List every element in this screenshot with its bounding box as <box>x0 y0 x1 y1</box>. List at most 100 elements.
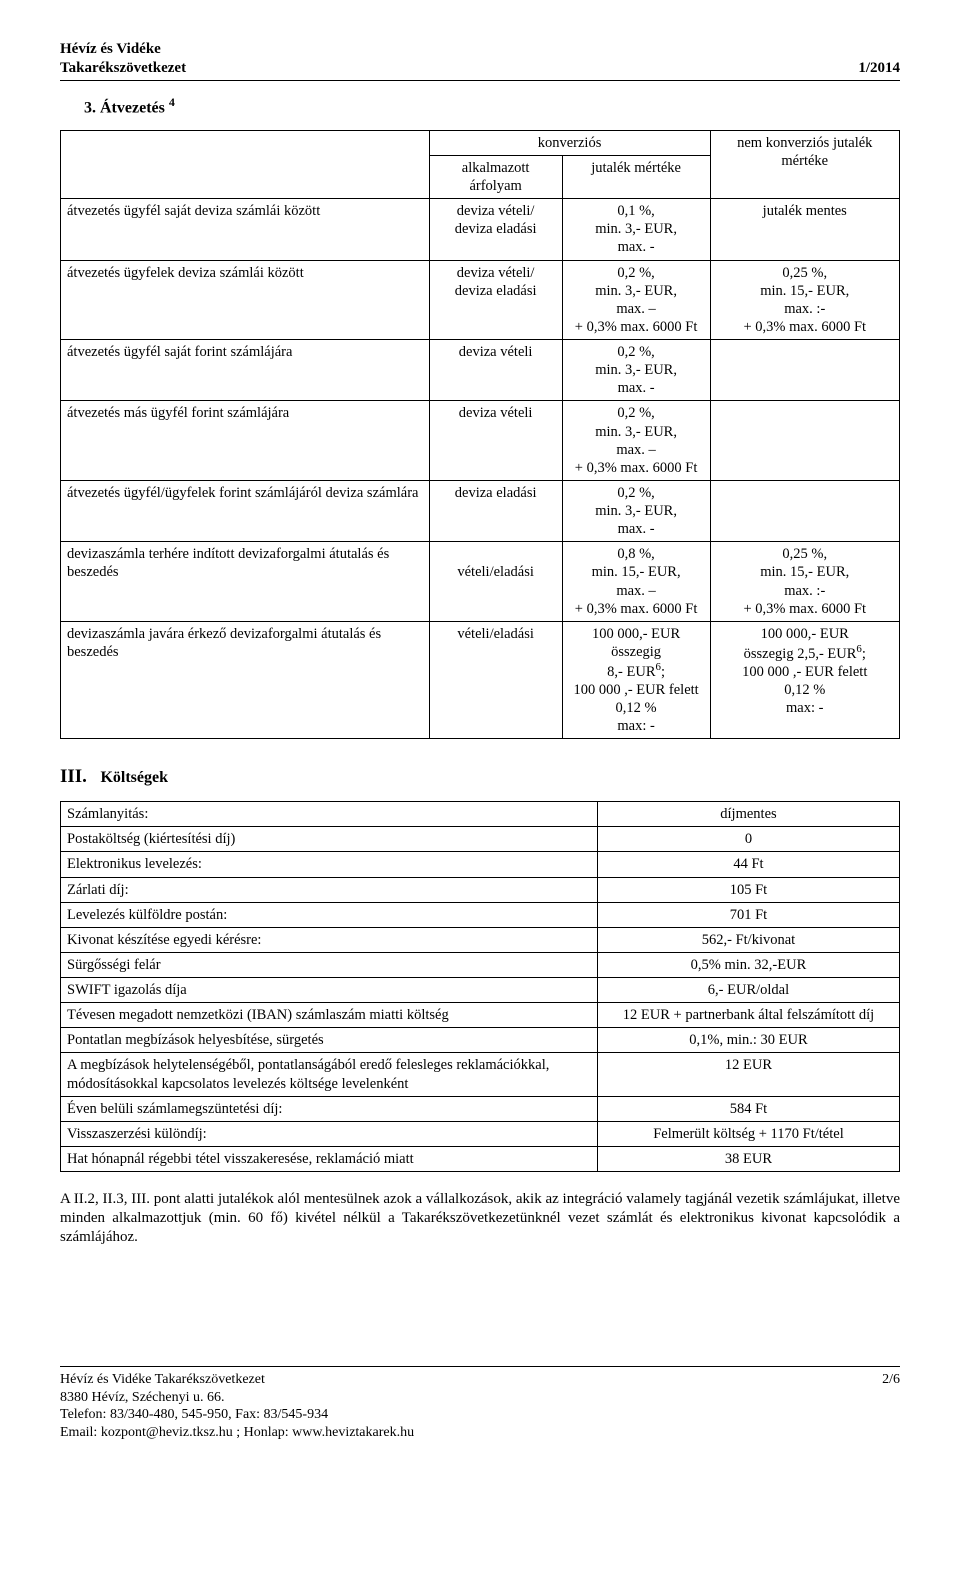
cell-arfolyam: deviza vételi/ deviza eladási <box>429 199 562 260</box>
cell-arfolyam: vételi/eladási <box>429 542 562 622</box>
table-row: átvezetés ügyfél saját forint számlájára… <box>61 340 900 401</box>
cell-jutalek: 0,8 %, min. 15,- EUR, max. – + 0,3% max.… <box>562 542 710 622</box>
table-row: Tévesen megadott nemzetközi (IBAN) száml… <box>61 1003 900 1028</box>
table-header-row-1: konverziós nem konverziós jutalék mérték… <box>61 130 900 155</box>
table-row: Zárlati díj:105 Ft <box>61 877 900 902</box>
cost-value: Felmerült költség + 1170 Ft/tétel <box>597 1121 899 1146</box>
cost-label: Sürgősségi felár <box>61 952 598 977</box>
cell-desc: átvezetés ügyfél/ügyfelek forint számláj… <box>61 480 430 541</box>
cost-label: A megbízások helytelenségéből, pontatlan… <box>61 1053 598 1096</box>
cell-desc: átvezetés más ügyfél forint számlájára <box>61 401 430 481</box>
section-1-title-sup: 4 <box>169 95 175 109</box>
cost-value: 701 Ft <box>597 902 899 927</box>
table-row: devizaszámla javára érkező devizaforgalm… <box>61 621 900 739</box>
cost-label: SWIFT igazolás díja <box>61 978 598 1003</box>
cell-jutalek: 100 000,- EUR összegig8,- EUR6;100 000 ,… <box>562 621 710 739</box>
table-row: Éven belüli számlamegszüntetési díj:584 … <box>61 1096 900 1121</box>
table-row: Pontatlan megbízások helyesbítése, sürge… <box>61 1028 900 1053</box>
cost-label: Hat hónapnál régebbi tétel visszakeresés… <box>61 1146 598 1171</box>
cost-value: 0,5% min. 32,-EUR <box>597 952 899 977</box>
page-number: 2/6 <box>882 1371 900 1441</box>
table-row: Elektronikus levelezés:44 Ft <box>61 852 900 877</box>
cost-label: Éven belüli számlamegszüntetési díj: <box>61 1096 598 1121</box>
cost-label: Kivonat készítése egyedi kérésre: <box>61 927 598 952</box>
section-2-label: Költségek <box>100 769 168 786</box>
cell-nem-konv: 100 000,- EURösszegig 2,5,- EUR6;100 000… <box>710 621 899 739</box>
header-rule <box>60 80 900 81</box>
table-row: átvezetés ügyfél/ügyfelek forint számláj… <box>61 480 900 541</box>
table-row: Számlanyitás:díjmentes <box>61 802 900 827</box>
cost-value: 0,1%, min.: 30 EUR <box>597 1028 899 1053</box>
footer-line-4: Email: kozpont@heviz.tksz.hu ; Honlap: w… <box>60 1424 414 1442</box>
cost-value: díjmentes <box>597 802 899 827</box>
cost-label: Tévesen megadott nemzetközi (IBAN) száml… <box>61 1003 598 1028</box>
cell-arfolyam: deviza vételi/ deviza eladási <box>429 260 562 340</box>
table-row: Hat hónapnál régebbi tétel visszakeresés… <box>61 1146 900 1171</box>
cell-nem-konv <box>710 480 899 541</box>
col-konverzios: konverziós <box>429 130 710 155</box>
cell-nem-konv: jutalék mentes <box>710 199 899 260</box>
cost-value: 6,- EUR/oldal <box>597 978 899 1003</box>
org-line-2: Takarékszövetkezet <box>60 59 186 78</box>
table-row: Kivonat készítése egyedi kérésre:562,- F… <box>61 927 900 952</box>
cell-nem-konv: 0,25 %, min. 15,- EUR, max. :- + 0,3% ma… <box>710 542 899 622</box>
section-2-title: III. Költségek <box>60 765 900 789</box>
section-1-title: 3. Átvezetés 4 <box>84 95 900 118</box>
table-row: A megbízások helytelenségéből, pontatlan… <box>61 1053 900 1096</box>
table-row: SWIFT igazolás díja6,- EUR/oldal <box>61 978 900 1003</box>
footer-line-2: 8380 Hévíz, Széchenyi u. 66. <box>60 1389 414 1407</box>
cost-value: 12 EUR <box>597 1053 899 1096</box>
table-row: Visszaszerzési különdíj:Felmerült költsé… <box>61 1121 900 1146</box>
doc-number: 1/2014 <box>858 59 900 78</box>
footer-line-1: Hévíz és Vidéke Takarékszövetkezet <box>60 1371 414 1389</box>
cell-arfolyam: vételi/eladási <box>429 621 562 739</box>
cell-desc: átvezetés ügyfelek deviza számlái között <box>61 260 430 340</box>
costs-table: Számlanyitás:díjmentesPostaköltség (kiér… <box>60 801 900 1172</box>
cost-value: 12 EUR + partnerbank által felszámított … <box>597 1003 899 1028</box>
cost-label: Számlanyitás: <box>61 802 598 827</box>
cell-jutalek: 0,1 %, min. 3,- EUR, max. - <box>562 199 710 260</box>
cell-jutalek: 0,2 %, min. 3,- EUR, max. – + 0,3% max. … <box>562 260 710 340</box>
cell-jutalek: 0,2 %, min. 3,- EUR, max. - <box>562 480 710 541</box>
section-1-title-text: 3. Átvezetés <box>84 99 169 116</box>
cost-label: Elektronikus levelezés: <box>61 852 598 877</box>
section-2-num: III. <box>60 766 87 787</box>
org-line-1: Hévíz és Vidéke <box>60 40 161 59</box>
cell-arfolyam: deviza eladási <box>429 480 562 541</box>
table-row: Postaköltség (kiértesítési díj)0 <box>61 827 900 852</box>
table-row: Levelezés külföldre postán:701 Ft <box>61 902 900 927</box>
cell-desc: devizaszámla terhére indított devizaforg… <box>61 542 430 622</box>
cost-value: 38 EUR <box>597 1146 899 1171</box>
exemption-paragraph: A II.2, II.3, III. pont alatti jutalékok… <box>60 1190 900 1246</box>
cell-nem-konv <box>710 401 899 481</box>
footer-rule <box>60 1366 900 1367</box>
cell-desc: átvezetés ügyfél saját forint számlájára <box>61 340 430 401</box>
cost-value: 584 Ft <box>597 1096 899 1121</box>
cell-nem-konv: 0,25 %, min. 15,- EUR, max. :- + 0,3% ma… <box>710 260 899 340</box>
cost-label: Pontatlan megbízások helyesbítése, sürge… <box>61 1028 598 1053</box>
cell-arfolyam: deviza vételi <box>429 340 562 401</box>
doc-footer: Hévíz és Vidéke Takarékszövetkezet 8380 … <box>60 1366 900 1441</box>
cell-nem-konv <box>710 340 899 401</box>
table-row: átvezetés ügyfél saját deviza számlái kö… <box>61 199 900 260</box>
table-row: devizaszámla terhére indított devizaforg… <box>61 542 900 622</box>
cell-arfolyam: deviza vételi <box>429 401 562 481</box>
footer-line-3: Telefon: 83/340-480, 545-950, Fax: 83/54… <box>60 1406 414 1424</box>
cost-value: 44 Ft <box>597 852 899 877</box>
cost-label: Zárlati díj: <box>61 877 598 902</box>
cell-jutalek: 0,2 %, min. 3,- EUR, max. – + 0,3% max. … <box>562 401 710 481</box>
cost-value: 0 <box>597 827 899 852</box>
cell-desc: devizaszámla javára érkező devizaforgalm… <box>61 621 430 739</box>
col-alkalmazott: alkalmazott árfolyam <box>429 155 562 198</box>
cost-value: 562,- Ft/kivonat <box>597 927 899 952</box>
transfer-table: konverziós nem konverziós jutalék mérték… <box>60 130 900 740</box>
cost-label: Visszaszerzési különdíj: <box>61 1121 598 1146</box>
doc-header: Hévíz és Vidéke Takarékszövetkezet 1/201… <box>60 40 900 81</box>
cell-jutalek: 0,2 %, min. 3,- EUR, max. - <box>562 340 710 401</box>
col-nem-konverzios: nem konverziós jutalék mértéke <box>710 130 899 198</box>
cost-label: Levelezés külföldre postán: <box>61 902 598 927</box>
table-row: átvezetés ügyfelek deviza számlái között… <box>61 260 900 340</box>
table-row: átvezetés más ügyfél forint számlájárade… <box>61 401 900 481</box>
cell-desc: átvezetés ügyfél saját deviza számlái kö… <box>61 199 430 260</box>
cost-value: 105 Ft <box>597 877 899 902</box>
